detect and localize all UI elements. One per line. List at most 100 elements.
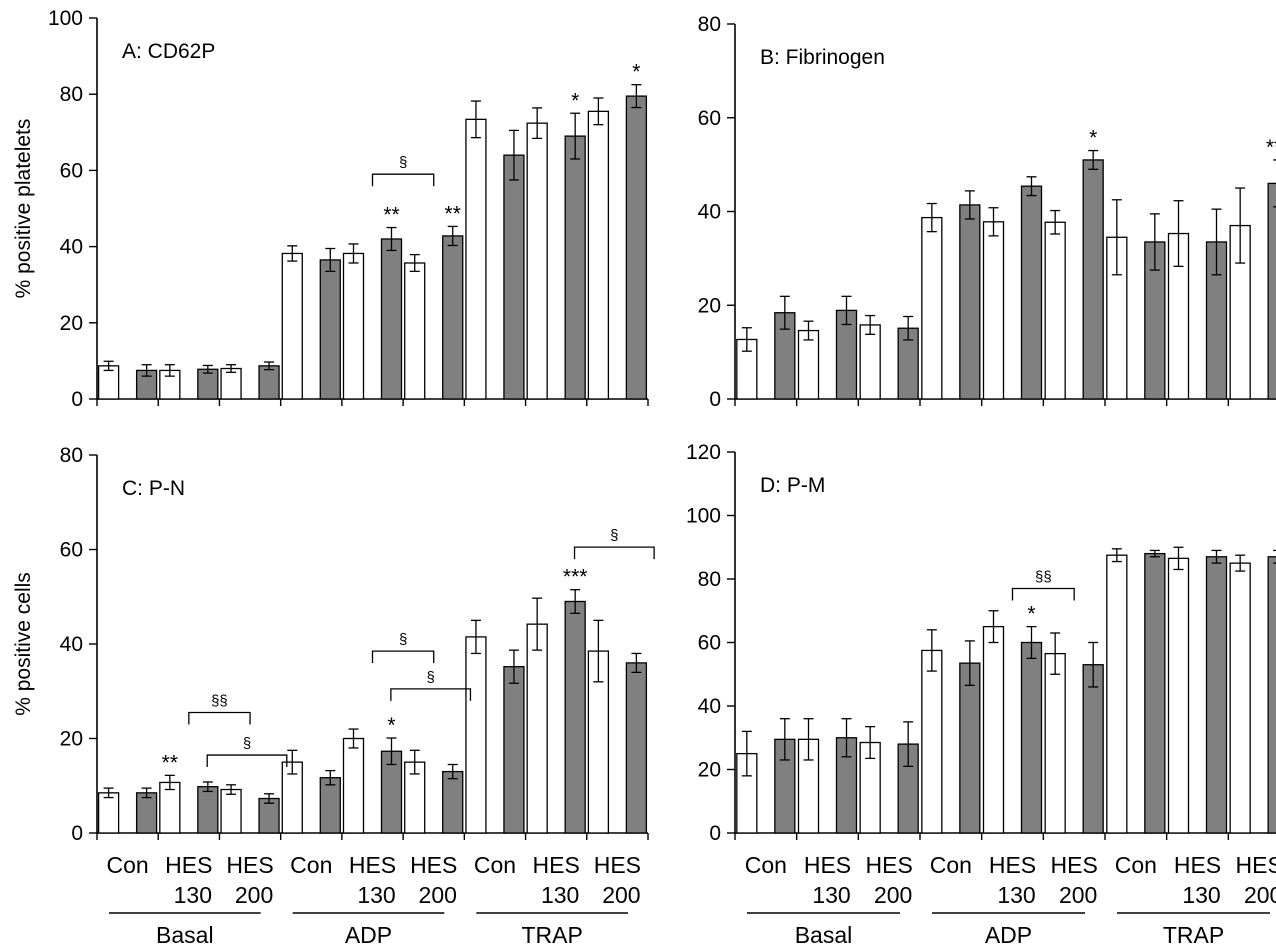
significance-marker: ***	[563, 566, 588, 589]
y-tick-label: 40	[60, 236, 83, 259]
group-label: TRAP	[1163, 922, 1224, 948]
category-label: Con	[290, 852, 332, 878]
category-label-sub: 130	[174, 882, 212, 908]
panel-1: 0 20 40 60 80 100 A: CD62P % positive platelets…	[12, 7, 649, 411]
bar-series2	[959, 204, 981, 400]
bar-series2	[197, 786, 219, 834]
category-label: HES	[1051, 852, 1098, 878]
bar-series2	[1205, 556, 1228, 834]
bar-series2	[625, 662, 648, 834]
category-label: Con	[474, 852, 516, 878]
category-label: HES	[594, 852, 641, 878]
bar-series1	[465, 636, 487, 834]
bar-series1	[404, 262, 426, 400]
bar-series2	[959, 662, 981, 834]
y-tick-label: 60	[698, 107, 721, 130]
bar-series1	[1044, 221, 1066, 400]
bar-series1	[220, 367, 242, 400]
significance-marker: **	[162, 751, 178, 774]
y-tick-label: 20	[60, 312, 83, 335]
category-label-sub: 130	[997, 882, 1035, 908]
bar-series2	[503, 154, 525, 400]
bar-series2	[319, 259, 341, 400]
y-tick-label: 60	[698, 632, 721, 655]
bracket-label: §	[399, 154, 407, 171]
bar-series1	[342, 737, 365, 834]
panel-title: A: CD62P	[122, 40, 215, 63]
bracket-label: §	[399, 631, 407, 648]
bar-series1	[97, 792, 120, 834]
y-tick-label: 0	[71, 388, 83, 411]
category-label: HES	[866, 852, 913, 878]
panel-title: B: Fibrinogen	[760, 46, 885, 69]
bar-series1	[1167, 557, 1190, 834]
category-label-sub: 130	[541, 882, 579, 908]
bracket-label: §	[243, 735, 251, 752]
bracket-label: §	[426, 669, 434, 686]
y-tick-label: 20	[698, 759, 721, 782]
bar-series1	[220, 788, 242, 834]
y-axis-label: % positive cells	[12, 572, 35, 716]
panel-4: 0 20 40 60 80 100 120 D: P-M *§§ Con HES 130 HES 200 C…	[686, 441, 1276, 948]
y-tick-label: 100	[48, 7, 83, 30]
category-label: HES	[1236, 852, 1276, 878]
y-tick-label: 0	[71, 822, 83, 845]
category-label-sub: 200	[1244, 882, 1276, 908]
y-tick-label: 0	[709, 388, 721, 411]
category-label: HES	[410, 852, 457, 878]
bar-series2	[564, 135, 586, 400]
category-label-sub: 200	[1059, 882, 1097, 908]
comparison-bracket	[1011, 587, 1075, 601]
panel-title: C: P-N	[122, 477, 185, 500]
category-label-sub: 200	[874, 882, 912, 908]
bar-series1	[526, 623, 548, 834]
y-tick-label: 20	[60, 728, 83, 751]
category-label: Con	[107, 852, 149, 878]
y-tick-label: 20	[698, 294, 721, 317]
category-label: Con	[1115, 852, 1157, 878]
category-label: HES	[533, 852, 580, 878]
significance-marker: *	[1027, 603, 1035, 626]
y-tick-label: 80	[60, 444, 83, 467]
bar-series1	[921, 649, 943, 834]
bar-series1	[342, 252, 365, 400]
significance-marker: **	[383, 204, 399, 227]
category-label: HES	[989, 852, 1036, 878]
bar-series2	[1020, 185, 1043, 400]
bar-series2	[564, 600, 586, 834]
bar-series1	[1044, 652, 1066, 834]
y-tick-label: 0	[709, 822, 721, 845]
bar-series1	[1106, 554, 1128, 834]
bar-series2	[625, 95, 648, 400]
category-label: HES	[804, 852, 851, 878]
group-label: ADP	[345, 922, 392, 948]
category-label-sub: 130	[812, 882, 850, 908]
y-tick-label: 60	[60, 539, 83, 562]
significance-marker: **	[445, 202, 461, 225]
significance-marker: *	[571, 89, 579, 112]
group-label: Basal	[156, 922, 214, 948]
bar-series2	[1144, 552, 1166, 834]
bar-series2	[1082, 664, 1104, 834]
bar-series2	[135, 792, 158, 834]
group-label: TRAP	[521, 922, 582, 948]
bar-series2	[380, 238, 403, 400]
y-axis-label: % positive platelets	[12, 119, 35, 299]
bar-series1	[526, 122, 548, 400]
bar-series1	[921, 216, 943, 400]
significance-marker: *	[387, 714, 395, 737]
bar-series1	[982, 625, 1005, 834]
category-label: HES	[1174, 852, 1221, 878]
category-label: HES	[349, 852, 396, 878]
y-tick-label: 80	[698, 568, 721, 591]
comparison-bracket	[188, 711, 251, 725]
y-tick-label: 40	[698, 695, 721, 718]
bar-series2	[442, 770, 464, 834]
bar-series2	[503, 666, 525, 834]
category-label-sub: 200	[602, 882, 640, 908]
bar-series1	[465, 118, 487, 400]
bracket-label: §	[610, 527, 618, 544]
